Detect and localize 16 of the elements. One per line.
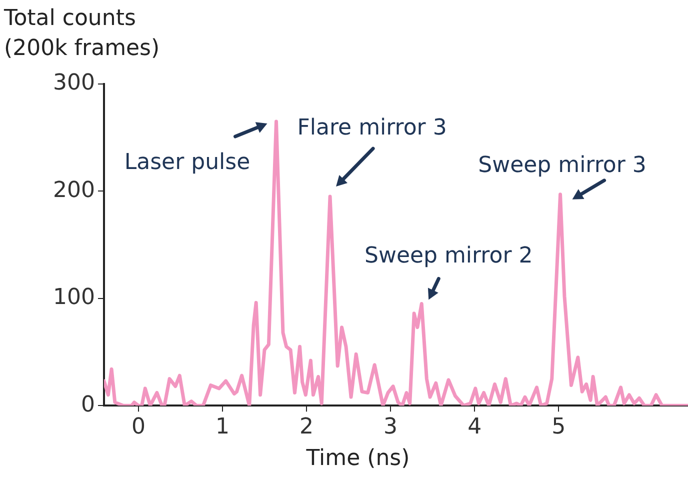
x-tick-label: 5: [552, 414, 566, 440]
x-tick-label: 0: [131, 414, 146, 440]
x-axis-title: Time (ns): [305, 446, 411, 471]
x-tick-label: 3: [384, 414, 398, 440]
annotation: Flare mirror 3: [297, 115, 447, 140]
annotation: Laser pulse: [124, 150, 250, 176]
annotation: Sweep mirror 3: [478, 153, 646, 178]
x-tick-label: 4: [468, 414, 482, 440]
x-tick-label: 1: [215, 414, 230, 440]
x-tick-label: 2: [300, 414, 314, 440]
y-tick-label: 100: [52, 285, 95, 310]
y-tick-label: 300: [52, 70, 95, 96]
y-axis-title: Total counts (200k frames): [4, 5, 160, 63]
y-tick-label: 200: [52, 178, 95, 203]
annotation: Sweep mirror 2: [364, 243, 533, 268]
y-tick-label: 0: [80, 392, 95, 418]
